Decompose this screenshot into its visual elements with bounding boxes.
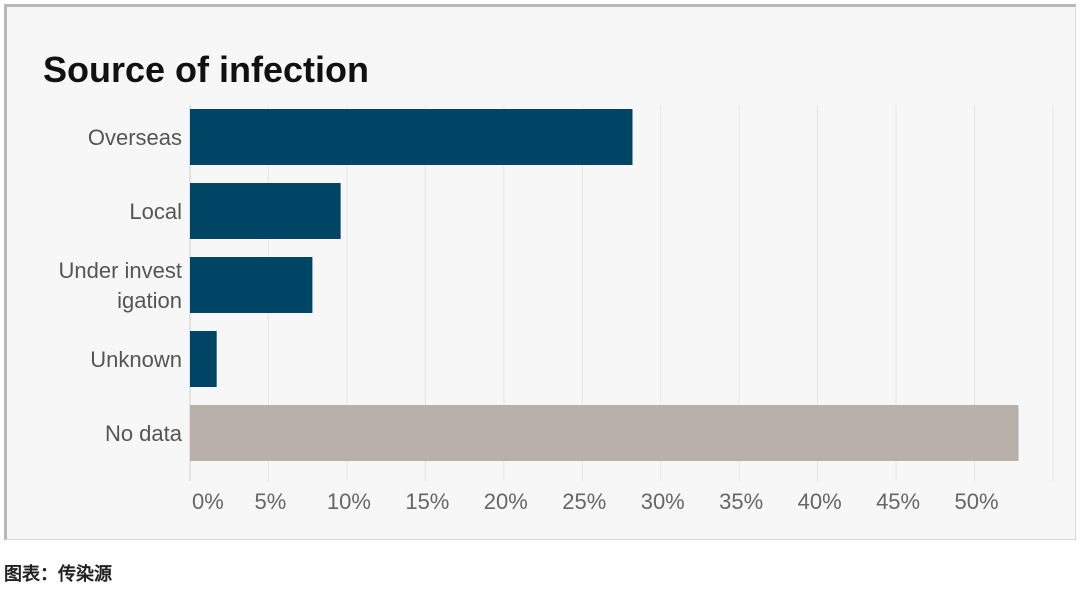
category-label: Unknown — [90, 347, 182, 372]
category-label: No data — [105, 421, 183, 446]
x-tick-label: 35% — [719, 489, 763, 514]
bar — [190, 331, 217, 387]
category-label: Under invest — [58, 258, 182, 283]
x-tick-label: 40% — [798, 489, 842, 514]
bar — [190, 183, 341, 239]
bar — [190, 109, 633, 165]
x-tick-label: 45% — [876, 489, 920, 514]
category-label: Overseas — [88, 125, 182, 150]
bar — [190, 257, 313, 313]
x-tick-label: 5% — [255, 489, 287, 514]
category-label: Local — [129, 199, 182, 224]
category-labels: Overseas Local Under invest igation Unknown N… — [58, 125, 182, 446]
chart-frame: Source of infection Overseas Local Under i… — [4, 4, 1076, 540]
x-tick-label: 10% — [327, 489, 371, 514]
category-label: igation — [117, 288, 182, 313]
chart-title: Source of infection — [43, 49, 370, 90]
x-tick-labels: 0% 5% 10% 15% 20% 25% 30% 35% 40% 45% 50% — [192, 489, 999, 514]
figure-caption: 图表：传染源 — [4, 564, 112, 585]
x-tick-label: 20% — [484, 489, 528, 514]
x-tick-label: 30% — [641, 489, 685, 514]
bar-chart: Overseas Local Under invest igation Unknown N… — [58, 105, 1054, 514]
bars — [190, 109, 1019, 461]
x-tick-label: 50% — [955, 489, 999, 514]
x-tick-label: 0% — [192, 489, 224, 514]
bar — [190, 405, 1019, 461]
x-tick-label: 25% — [562, 489, 606, 514]
x-tick-label: 15% — [405, 489, 449, 514]
